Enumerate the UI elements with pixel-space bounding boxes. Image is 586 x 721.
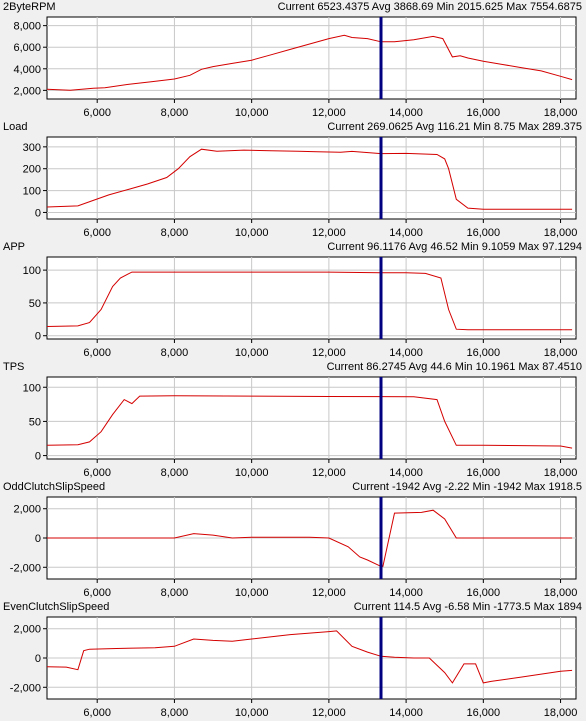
x-tick-label: 14,000 [389,347,423,359]
x-tick-label: 8,000 [161,227,189,239]
x-tick-label: 18,000 [544,707,578,719]
y-tick-label: 0 [35,653,41,665]
x-tick-label: 18,000 [544,467,578,479]
plot-area [46,136,577,220]
x-tick-label: 16,000 [467,587,501,599]
x-tick-label: 8,000 [161,587,189,599]
y-tick-label: 100 [23,382,41,394]
chart-svg: 6,000 8,000 10,000 12,000 14,000 16,000 18,000… [23,136,578,239]
chart-stats: Current 114.5 Avg -6.58 Min -1773.5 Max … [353,601,582,613]
x-tick-label: 8,000 [161,467,189,479]
x-tick-label: 16,000 [467,107,501,119]
y-tick-label: 50 [29,298,41,310]
series-line [46,271,573,331]
x-tick-label: 8,000 [161,107,189,119]
series-line [46,630,573,684]
x-tick-label: 10,000 [235,587,269,599]
x-tick-label: 6,000 [83,107,111,119]
x-tick-label: 12,000 [312,587,346,599]
chart-title: 2ByteRPM [3,1,56,13]
x-tick-label: 8,000 [161,347,189,359]
y-tick-label: 0 [35,451,41,463]
plot-area [46,256,577,340]
chart-panel: 6,000 8,000 10,000 12,000 14,000 16,000 18,000… [0,600,586,720]
chart-svg: 6,000 8,000 10,000 12,000 14,000 16,000 18,000… [23,256,578,359]
chart-stats: Current -1942 Avg -2.22 Min -1942 Max 19… [352,481,582,493]
x-tick-label: 10,000 [235,347,269,359]
x-tick-label: 18,000 [544,107,578,119]
x-tick-label: 10,000 [235,707,269,719]
chart-svg: 6,000 8,000 10,000 12,000 14,000 16,000 18,000… [13,16,578,119]
x-tick-label: 18,000 [544,227,578,239]
chart-svg: 6,000 8,000 10,000 12,000 14,000 16,000 18,000… [23,376,578,479]
x-tick-label: 12,000 [312,107,346,119]
y-tick-label: -2,000 [10,562,41,574]
y-tick-label: 6,000 [13,42,41,54]
x-tick-label: 16,000 [467,347,501,359]
series-line [46,395,573,449]
x-tick-label: 12,000 [312,227,346,239]
chart-panel: 6,000 8,000 10,000 12,000 14,000 16,000 18,000… [0,120,586,240]
chart-panel: 6,000 8,000 10,000 12,000 14,000 16,000 18,000… [0,360,586,480]
x-tick-label: 8,000 [161,707,189,719]
y-tick-label: 2,000 [13,624,41,636]
x-tick-label: 10,000 [235,227,269,239]
y-tick-label: 200 [23,164,41,176]
x-tick-label: 16,000 [467,227,501,239]
x-tick-label: 14,000 [389,587,423,599]
plot-area [46,16,577,100]
chart-stats: Current 6523.4375 Avg 3868.69 Min 2015.6… [277,1,582,13]
chart-title: OddClutchSlipSpeed [3,481,106,493]
y-tick-label: 8,000 [13,21,41,33]
x-tick-label: 14,000 [389,467,423,479]
y-tick-label: 0 [35,207,41,219]
x-tick-label: 6,000 [83,227,111,239]
y-tick-label: 4,000 [13,64,41,76]
x-tick-label: 18,000 [544,347,578,359]
y-tick-label: 50 [29,416,41,428]
y-tick-label: -2,000 [10,682,41,694]
x-tick-label: 14,000 [389,707,423,719]
y-tick-label: 2,000 [13,85,41,97]
plot-area [46,376,577,460]
x-tick-label: 12,000 [312,467,346,479]
series-line [46,34,573,91]
chart-panel: 6,000 8,000 10,000 12,000 14,000 16,000 18,000… [0,240,586,360]
x-tick-label: 6,000 [83,347,111,359]
chart-stats: Current 86.2745 Avg 44.6 Min 10.1961 Max… [326,361,582,373]
x-tick-label: 12,000 [312,347,346,359]
x-tick-label: 6,000 [83,707,111,719]
y-tick-label: 0 [35,331,41,343]
chart-title: TPS [3,361,25,373]
x-tick-label: 6,000 [83,467,111,479]
y-tick-label: 2,000 [13,504,41,516]
series-line [46,148,573,210]
x-tick-label: 16,000 [467,707,501,719]
x-tick-label: 14,000 [389,227,423,239]
chart-svg: 6,000 8,000 10,000 12,000 14,000 16,000 18,000… [10,616,578,719]
chart-stats: Current 269.0625 Avg 116.21 Min 8.75 Max… [327,121,582,133]
chart-title: Load [3,121,28,133]
y-tick-label: 0 [35,533,41,545]
x-tick-label: 12,000 [312,707,346,719]
chart-panel: 6,000 8,000 10,000 12,000 14,000 16,000 18,000… [0,0,586,120]
chart-panel: 6,000 8,000 10,000 12,000 14,000 16,000 18,000… [0,480,586,600]
chart-title: APP [3,241,26,253]
x-tick-label: 18,000 [544,587,578,599]
y-tick-label: 100 [23,265,41,277]
x-tick-label: 6,000 [83,587,111,599]
series-line [47,509,573,567]
x-tick-label: 10,000 [235,467,269,479]
chart-title: EvenClutchSlipSpeed [3,601,110,613]
y-tick-label: 300 [23,142,41,154]
x-tick-label: 14,000 [389,107,423,119]
y-tick-label: 100 [23,186,41,198]
x-tick-label: 10,000 [235,107,269,119]
x-tick-label: 16,000 [467,467,501,479]
chart-svg: 6,000 8,000 10,000 12,000 14,000 16,000 18,000… [10,496,578,599]
chart-stats: Current 96.1176 Avg 46.52 Min 9.1059 Max… [327,241,582,253]
